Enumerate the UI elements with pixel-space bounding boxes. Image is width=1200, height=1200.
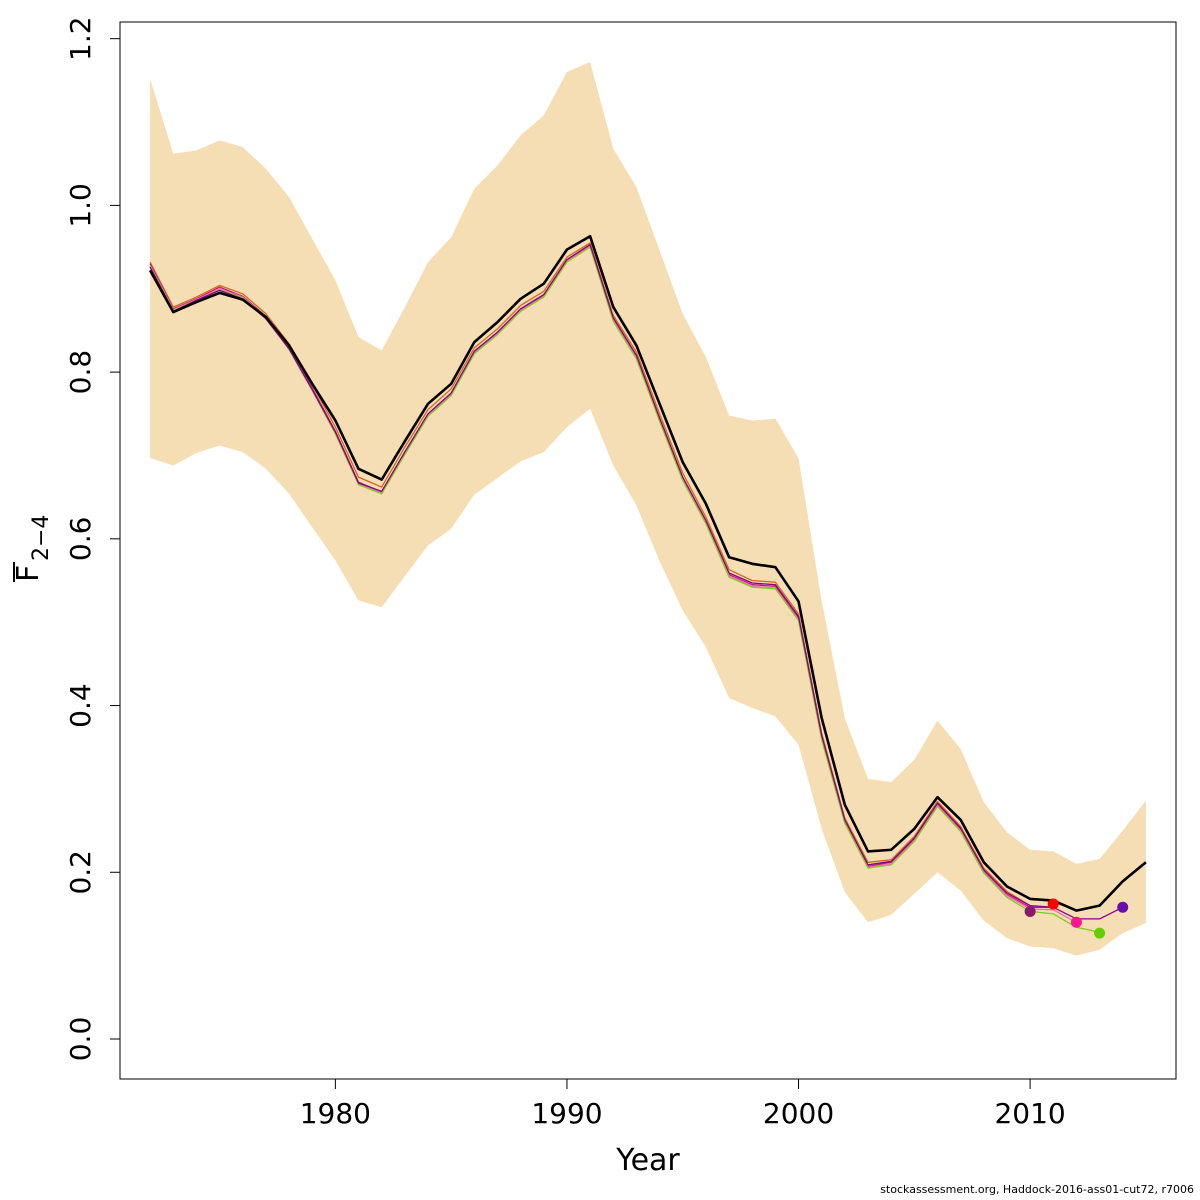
terminal-point-3 bbox=[1070, 916, 1082, 928]
terminal-point-2 bbox=[1047, 898, 1059, 910]
series-line-5 bbox=[149, 243, 1123, 920]
x-tick-label-2000: 2000 bbox=[763, 1097, 834, 1130]
x-tick-label-1990: 1990 bbox=[531, 1097, 602, 1130]
x-tick-label-1980: 1980 bbox=[300, 1097, 371, 1130]
y-tick-label-3: 0.6 bbox=[64, 517, 97, 562]
y-tick-label-1: 0.2 bbox=[64, 850, 97, 895]
y-axis-title: F 2−4 bbox=[11, 515, 54, 582]
credit-text: stockassessment.org, Haddock-2016-ass01-… bbox=[880, 1183, 1194, 1196]
series-layer bbox=[148, 234, 1147, 933]
y-axis: 0.0 0.2 0.4 0.6 0.8 1.0 1.2 bbox=[64, 16, 121, 1062]
y-axis-title-main: F bbox=[11, 565, 46, 582]
y-tick-label-4: 0.8 bbox=[64, 350, 97, 395]
confidence-band-layer bbox=[150, 62, 1146, 956]
terminal-point-5 bbox=[1117, 901, 1129, 913]
x-axis: 1980 1990 2000 2010 bbox=[300, 1078, 1066, 1130]
confidence-band bbox=[150, 62, 1146, 956]
terminal-point-4 bbox=[1094, 927, 1106, 939]
y-tick-label-0: 0.0 bbox=[64, 1017, 97, 1062]
points-layer bbox=[1024, 898, 1129, 939]
x-tick-label-2010: 2010 bbox=[994, 1097, 1065, 1130]
y-tick-label-6: 1.2 bbox=[64, 16, 97, 61]
y-tick-label-2: 0.4 bbox=[64, 683, 97, 728]
series-line-6 bbox=[148, 234, 1147, 912]
terminal-point-1 bbox=[1024, 905, 1036, 917]
y-tick-label-5: 1.0 bbox=[64, 183, 97, 228]
x-axis-title: Year bbox=[615, 1143, 680, 1178]
y-axis-title-subscript: 2−4 bbox=[29, 515, 54, 561]
